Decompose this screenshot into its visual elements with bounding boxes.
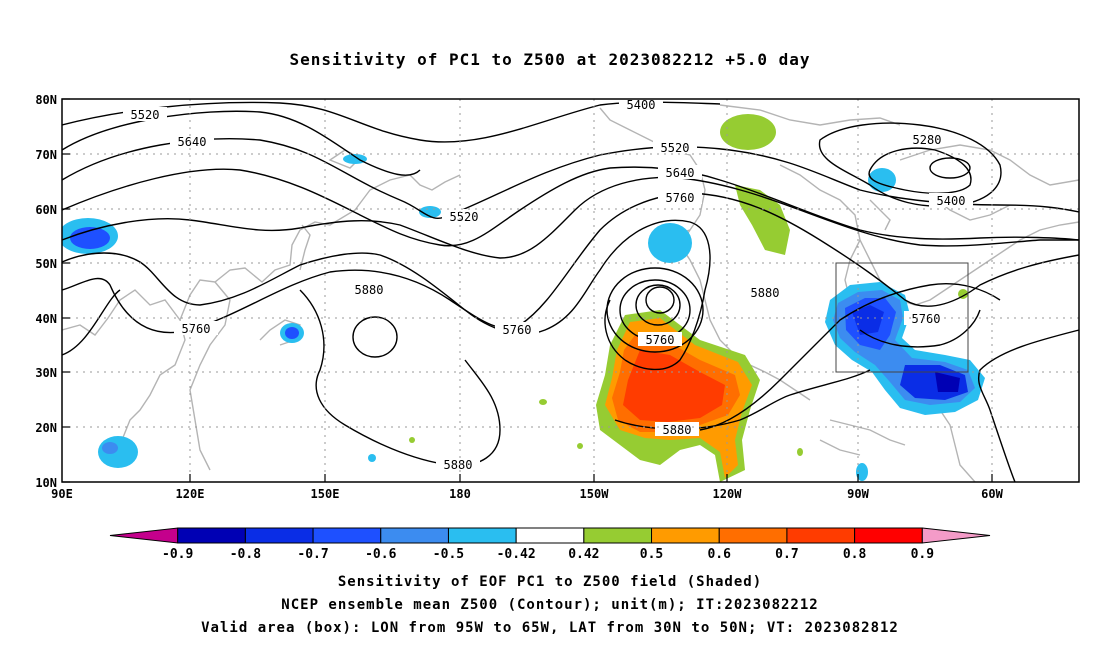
colorbar-label: -0.9	[162, 547, 193, 562]
colorbar-segment	[447, 527, 517, 544]
sensitivity-shading	[62, 114, 985, 482]
contour-label: 5760	[666, 191, 695, 205]
lon-tick-label: 180	[449, 487, 471, 501]
colorbar-label: 0.9	[911, 547, 934, 562]
chart-title: Sensitivity of PC1 to Z500 at 2023082212…	[289, 50, 811, 69]
colorbar-segment	[651, 527, 720, 544]
contour-label: 5520	[661, 141, 690, 155]
contour-label: 5760	[182, 322, 211, 336]
contour-label: 5880	[751, 286, 780, 300]
contour-label: 5400	[937, 194, 966, 208]
contour-labels: 5400 5520 5640 5280 5520 5640 5760 5400 …	[123, 98, 973, 472]
tick-marks	[62, 98, 993, 483]
colorbar: -0.9 -0.8 -0.7 -0.6 -0.5 -0.42 0.42 0.5 0.6 0.7 0.…	[109, 527, 991, 562]
plot-frame	[61, 98, 1080, 483]
contour-label: 5760	[912, 312, 941, 326]
coastlines	[62, 104, 1079, 482]
contour-label: 5880	[355, 283, 384, 297]
gridlines	[62, 99, 1079, 482]
lon-tick-label: 150W	[580, 487, 610, 501]
lat-tick-label: 40N	[35, 312, 57, 326]
colorbar-label: -0.6	[365, 547, 396, 562]
lat-tick-label: 80N	[35, 93, 57, 107]
lat-tick-label: 50N	[35, 257, 57, 271]
colorbar-label: -0.7	[297, 547, 328, 562]
colorbar-segment	[515, 527, 585, 544]
contour-label: 5640	[666, 166, 695, 180]
colorbar-label: -0.42	[497, 547, 536, 562]
colorbar-label: 0.6	[707, 547, 731, 562]
colorbar-label: 0.5	[640, 547, 663, 562]
colorbar-label: -0.8	[230, 547, 261, 562]
lat-tick-label: 70N	[35, 148, 57, 162]
lon-tick-labels: 90E 120E 150E 180 150W 120W 90W 60W	[51, 487, 1003, 501]
colorbar-segment	[718, 527, 788, 544]
colorbar-segment	[380, 527, 449, 544]
lon-tick-label: 90W	[847, 487, 869, 501]
colorbar-arrow-low	[109, 527, 179, 544]
contour-label: 5640	[178, 135, 207, 149]
lat-tick-label: 30N	[35, 366, 57, 380]
contour-label: 5760	[646, 333, 675, 347]
lon-tick-label: 150E	[311, 487, 340, 501]
contour-label: 5760	[503, 323, 532, 337]
colorbar-segment	[583, 527, 653, 544]
colorbar-label: 0.8	[843, 547, 867, 562]
z500-contours	[62, 101, 1079, 482]
colorbar-label: 0.7	[775, 547, 798, 562]
colorbar-segment	[244, 527, 314, 544]
valid-area-box	[835, 262, 969, 373]
caption-valid-area: Valid area (box): LON from 95W to 65W, L…	[201, 620, 899, 636]
contour-label: 5880	[444, 458, 473, 472]
lon-tick-label: 90E	[51, 487, 73, 501]
colorbar-segment	[312, 527, 382, 544]
contour-label: 5280	[913, 133, 942, 147]
colorbar-label: 0.42	[568, 547, 599, 562]
lon-tick-label: 120W	[713, 487, 743, 501]
colorbar-segment	[854, 527, 923, 544]
lat-tick-label: 10N	[35, 476, 57, 490]
lon-tick-label: 60W	[981, 487, 1003, 501]
lat-tick-label: 60N	[35, 203, 57, 217]
colorbar-label: -0.5	[433, 547, 464, 562]
colorbar-segment	[786, 527, 856, 544]
lat-tick-label: 20N	[35, 421, 57, 435]
contour-label: 5520	[131, 108, 160, 122]
map-area: 5400 5520 5640 5280 5520 5640 5760 5400 …	[62, 98, 1079, 482]
colorbar-segment	[177, 527, 246, 544]
contour-label: 5520	[450, 210, 479, 224]
caption-shading: Sensitivity of EOF PC1 to Z500 field (Sh…	[337, 574, 763, 590]
lon-tick-label: 120E	[176, 487, 205, 501]
caption-contour: NCEP ensemble mean Z500 (Contour); unit(…	[281, 597, 819, 613]
contour-label: 5880	[663, 423, 692, 437]
colorbar-arrow-high	[921, 527, 991, 544]
contour-label: 5400	[627, 98, 656, 112]
lat-tick-labels: 80N 70N 60N 50N 40N 30N 20N 10N	[35, 93, 57, 490]
